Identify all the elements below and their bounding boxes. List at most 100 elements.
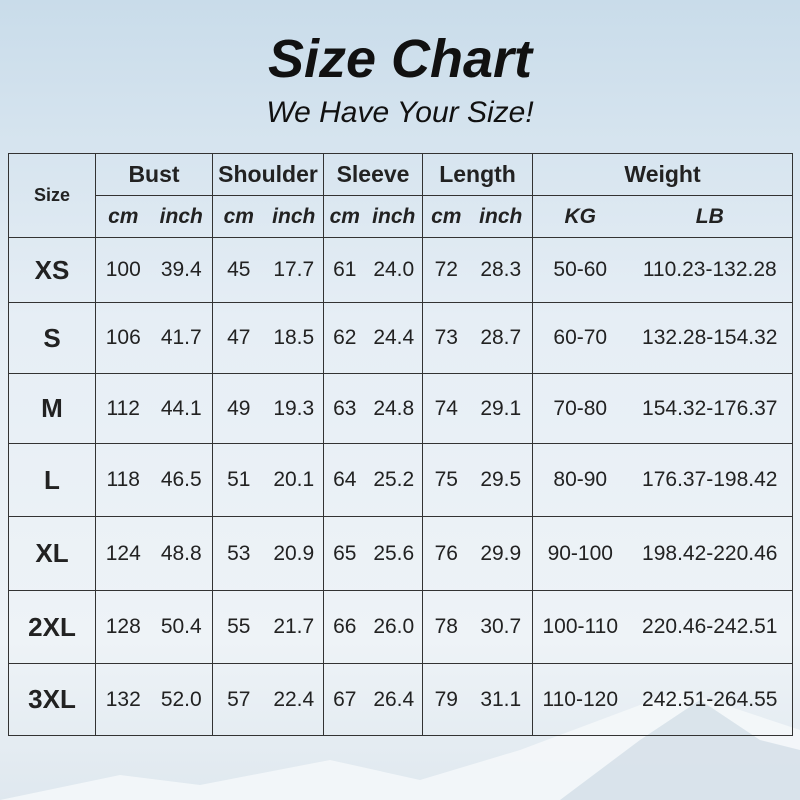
value-cell: 132.28-154.32 [627, 302, 794, 374]
value-cell: 44.1 [150, 373, 213, 444]
value-cell: 63 [323, 373, 366, 444]
value-cell: 30.7 [469, 590, 534, 664]
size-cell: XS [8, 237, 96, 303]
size-table: Size Bust Shoulder Sleeve Length Weight … [8, 153, 794, 736]
unit-header: cm [422, 195, 470, 238]
value-cell: 20.1 [264, 443, 325, 517]
header-shoulder: Shoulder [211, 153, 325, 196]
value-cell: 20.9 [264, 516, 325, 591]
value-cell: 110-120 [532, 663, 628, 736]
value-cell: 67 [323, 663, 366, 736]
value-cell: 49 [212, 373, 265, 444]
unit-header: cm [95, 195, 151, 238]
value-cell: 50.4 [150, 590, 213, 664]
value-cell: 57 [212, 663, 265, 736]
mountain-background [0, 690, 800, 800]
value-cell: 112 [95, 373, 151, 444]
value-cell: 29.5 [469, 443, 534, 517]
value-cell: 72 [422, 237, 470, 303]
value-cell: 24.4 [365, 302, 424, 374]
value-cell: 61 [323, 237, 366, 303]
value-cell: 18.5 [264, 302, 325, 374]
value-cell: 75 [422, 443, 470, 517]
value-cell: 100-110 [532, 590, 628, 664]
value-cell: 70-80 [532, 373, 628, 444]
value-cell: 48.8 [150, 516, 213, 591]
value-cell: 176.37-198.42 [627, 443, 794, 517]
value-cell: 47 [212, 302, 265, 374]
unit-header: cm [212, 195, 265, 238]
value-cell: 29.9 [469, 516, 534, 591]
value-cell: 118 [95, 443, 151, 517]
size-cell: XL [8, 516, 96, 591]
value-cell: 128 [95, 590, 151, 664]
value-cell: 28.7 [469, 302, 534, 374]
value-cell: 17.7 [264, 237, 325, 303]
value-cell: 106 [95, 302, 151, 374]
value-cell: 242.51-264.55 [627, 663, 794, 736]
unit-header: inch [365, 195, 424, 238]
value-cell: 110.23-132.28 [627, 237, 794, 303]
table-row: 3XL 132 52.0 57 22.4 67 26.4 79 31.1 110-120 242.5… [8, 663, 794, 736]
unit-header: LB [627, 195, 794, 238]
value-cell: 50-60 [532, 237, 628, 303]
value-cell: 26.0 [365, 590, 424, 664]
unit-header: inch [150, 195, 213, 238]
unit-header: inch [469, 195, 534, 238]
value-cell: 220.46-242.51 [627, 590, 794, 664]
value-cell: 76 [422, 516, 470, 591]
value-cell: 24.0 [365, 237, 424, 303]
size-cell: S [8, 302, 96, 374]
value-cell: 66 [323, 590, 366, 664]
size-cell: 3XL [8, 663, 96, 736]
value-cell: 65 [323, 516, 366, 591]
value-cell: 29.1 [469, 373, 534, 444]
page-title: Size Chart [267, 29, 533, 89]
value-cell: 90-100 [532, 516, 628, 591]
value-cell: 51 [212, 443, 265, 517]
value-cell: 154.32-176.37 [627, 373, 794, 444]
table-row: S 106 41.7 47 18.5 62 24.4 73 28.7 60-70 132.28-15… [8, 302, 794, 374]
value-cell: 28.3 [469, 237, 534, 303]
value-cell: 52.0 [150, 663, 213, 736]
value-cell: 39.4 [150, 237, 213, 303]
value-cell: 100 [95, 237, 151, 303]
value-cell: 25.2 [365, 443, 424, 517]
table-row: M 112 44.1 49 19.3 63 24.8 74 29.1 70-80 154.32-17… [8, 373, 794, 444]
value-cell: 132 [95, 663, 151, 736]
unit-header: cm [323, 195, 366, 238]
value-cell: 73 [422, 302, 470, 374]
value-cell: 198.42-220.46 [627, 516, 794, 591]
unit-header: KG [532, 195, 628, 238]
value-cell: 64 [323, 443, 366, 517]
header-size: Size [8, 153, 96, 238]
value-cell: 22.4 [264, 663, 325, 736]
value-cell: 80-90 [532, 443, 628, 517]
subtitle: We Have Your Size! [266, 96, 534, 129]
value-cell: 62 [323, 302, 366, 374]
size-cell: L [8, 443, 96, 517]
size-cell: M [8, 373, 96, 444]
header-sleeve: Sleeve [323, 153, 424, 196]
value-cell: 24.8 [365, 373, 424, 444]
header-weight: Weight [532, 153, 794, 196]
header-length: Length [422, 153, 534, 196]
value-cell: 41.7 [150, 302, 213, 374]
value-cell: 46.5 [150, 443, 213, 517]
value-cell: 26.4 [365, 663, 424, 736]
table-row: 2XL 128 50.4 55 21.7 66 26.0 78 30.7 100-110 220.4… [8, 590, 794, 664]
size-cell: 2XL [8, 590, 96, 664]
value-cell: 74 [422, 373, 470, 444]
value-cell: 79 [422, 663, 470, 736]
table-row: XL 124 48.8 53 20.9 65 25.6 76 29.9 90-100 198.42-… [8, 516, 794, 591]
table-row: XS 100 39.4 45 17.7 61 24.0 72 28.3 50-60 110.23-1… [8, 237, 794, 303]
value-cell: 31.1 [469, 663, 534, 736]
value-cell: 55 [212, 590, 265, 664]
value-cell: 60-70 [532, 302, 628, 374]
value-cell: 53 [212, 516, 265, 591]
value-cell: 19.3 [264, 373, 325, 444]
table-row: L 118 46.5 51 20.1 64 25.2 75 29.5 80-90 176.37-19… [8, 443, 794, 517]
value-cell: 25.6 [365, 516, 424, 591]
value-cell: 45 [212, 237, 265, 303]
header-bust: Bust [95, 153, 213, 196]
